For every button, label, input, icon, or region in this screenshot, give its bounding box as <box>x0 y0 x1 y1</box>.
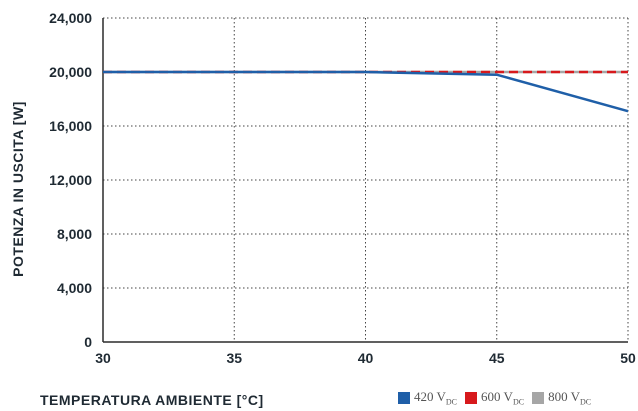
y-tick-label: 20,000 <box>49 64 92 80</box>
legend-label-420: 420 VDC <box>414 389 458 407</box>
y-tick-label: 12,000 <box>49 172 92 188</box>
grid <box>103 17 629 342</box>
legend-label-600: 600 VDC <box>481 389 525 407</box>
x-tick-label: 50 <box>620 350 636 366</box>
x-tick-label: 35 <box>226 350 242 366</box>
legend-item-600: 600 VDC <box>465 389 524 407</box>
x-axis-title: TEMPERATURA AMBIENTE [°C] <box>40 392 264 408</box>
legend: 420 VDC 600 VDC 800 VDC <box>398 389 591 407</box>
legend-item-420: 420 VDC <box>398 389 457 407</box>
legend-swatch-420 <box>398 391 410 404</box>
legend-swatch-600 <box>465 391 478 404</box>
series-line-420v <box>103 70 629 113</box>
x-tick-labels: 30 35 40 45 50 <box>95 350 636 366</box>
x-tick-label: 40 <box>358 350 374 366</box>
x-tick-label: 30 <box>95 350 111 366</box>
legend-item-800: 800 VDC <box>532 389 591 407</box>
series-lines <box>103 70 629 113</box>
x-tick-label: 45 <box>489 350 505 366</box>
y-tick-label: 24,000 <box>49 10 92 26</box>
y-tick-label: 16,000 <box>49 118 92 134</box>
legend-label-800: 800 VDC <box>548 389 592 407</box>
y-tick-label: 8,000 <box>57 226 92 242</box>
legend-swatch-800 <box>532 391 545 404</box>
y-tick-labels: 0 4,000 8,000 12,000 16,000 20,000 24,000 <box>49 10 92 350</box>
y-axis-title: POTENZA IN USCITA [W] <box>10 101 26 277</box>
y-tick-label: 0 <box>84 334 92 350</box>
y-tick-label: 4,000 <box>57 280 92 296</box>
